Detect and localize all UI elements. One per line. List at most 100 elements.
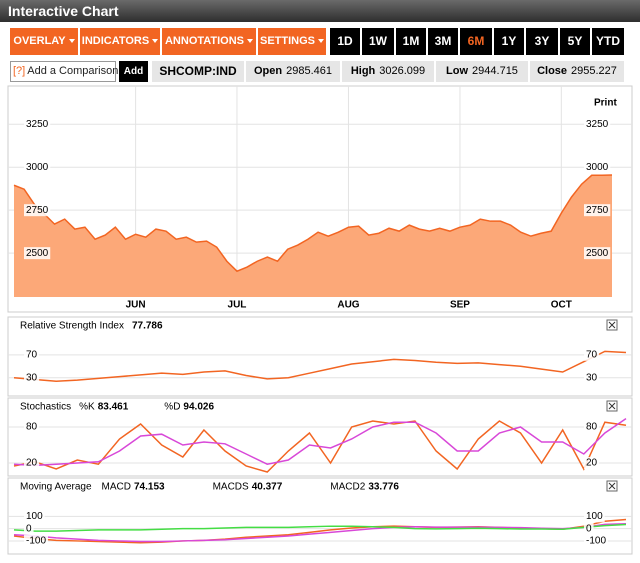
y-tick-label-left: 2750 [26, 205, 49, 216]
legend-name: MACD2 [330, 482, 365, 493]
add-button[interactable]: Add [119, 61, 148, 82]
tick-label-box [584, 522, 594, 535]
quote-label: High [350, 65, 376, 77]
quote-value: 2944.715 [472, 65, 518, 77]
range-button[interactable]: 6M [460, 28, 492, 55]
header-bar: Interactive Chart [0, 0, 640, 22]
tick-label-box [24, 534, 49, 547]
tick-label-box [584, 534, 609, 547]
tick-label-box [584, 371, 600, 384]
range-button[interactable]: 1M [396, 28, 426, 55]
range-button[interactable]: YTD [592, 28, 624, 55]
menu-label: INDICATORS [81, 35, 150, 47]
quote-value: 3026.099 [379, 65, 426, 77]
tick-label-box [584, 161, 611, 174]
range-button[interactable]: 3M [428, 28, 458, 55]
indicator-line [13, 350, 627, 382]
quote-label: Low [446, 65, 469, 77]
y-tick-label-right: 3250 [586, 119, 609, 130]
quote-field: Low 2944.715 [436, 61, 528, 82]
y-tick-label-left: -100 [26, 536, 46, 547]
quote-value: 2985.461 [286, 65, 332, 77]
panel-title: Relative Strength Index [20, 321, 124, 332]
legend-value: 40.377 [252, 482, 283, 493]
menu-button[interactable]: INDICATORS [80, 28, 160, 55]
y-tick-label-left: 3250 [26, 119, 49, 130]
menu-button[interactable]: OVERLAY [10, 28, 78, 55]
tick-label-box [24, 247, 51, 260]
tick-label-box [24, 522, 34, 535]
range-button[interactable]: 1W [362, 28, 394, 55]
quote-field: Close 2955.227 [530, 61, 624, 82]
menu-label: SETTINGS [259, 35, 315, 47]
tick-label-box [24, 457, 40, 469]
price-line [13, 174, 613, 273]
y-tick-label-right: 2750 [586, 205, 609, 216]
y-tick-label-left: 2500 [26, 248, 49, 259]
y-tick-label-left: 3000 [26, 162, 49, 173]
y-tick-label-right: 2500 [586, 248, 609, 259]
panel-frame [7, 316, 633, 397]
tick-label-box [24, 204, 51, 217]
legend-name: %D [164, 402, 180, 413]
quote-label: Close [537, 65, 568, 77]
quote-label: Open [253, 65, 283, 77]
y-tick-label-left: 70 [26, 349, 38, 360]
indicator-line [13, 523, 627, 532]
tick-label-box [24, 118, 51, 131]
comparison-input[interactable]: [?] Add a Comparison [10, 61, 119, 82]
tick-label-box [24, 161, 51, 174]
y-tick-label-right: 70 [586, 349, 598, 360]
x-tick-label: SEP [450, 300, 470, 311]
y-tick-label-right: 3000 [586, 162, 609, 173]
tick-label-box [584, 348, 600, 361]
menu-button[interactable]: SETTINGS [258, 28, 326, 55]
panel-title: Moving Average [20, 482, 92, 493]
print-link[interactable]: Print [594, 98, 617, 109]
indicator-line [13, 420, 627, 473]
tick-label-box [24, 348, 40, 361]
y-tick-label-left: 0 [26, 523, 32, 534]
y-tick-label-right: -100 [586, 536, 606, 547]
caret [247, 39, 254, 44]
legend-name: %K [79, 402, 95, 413]
help-icon: [?] [13, 65, 26, 77]
y-tick-label-right: 30 [586, 372, 598, 383]
range-button[interactable]: 5Y [560, 28, 590, 55]
range-button[interactable]: 1D [330, 28, 360, 55]
quote-field: Open 2985.461 [246, 61, 340, 82]
caret [318, 39, 324, 44]
y-tick-label-right: 80 [586, 422, 598, 433]
y-tick-label-left: 30 [26, 372, 38, 383]
legend-name: MACDS [213, 482, 249, 493]
y-tick-label-left: 80 [26, 422, 38, 433]
y-tick-label-right: 20 [586, 458, 598, 469]
tick-label-box [584, 457, 600, 469]
symbol-box: SHCOMP:IND [152, 61, 244, 82]
legend-value: 77.786 [132, 321, 163, 332]
tick-label-box [584, 118, 611, 131]
legend-value: 94.026 [183, 402, 214, 413]
range-button[interactable]: 1Y [494, 28, 524, 55]
y-tick-label-right: 0 [586, 523, 592, 534]
x-tick-label: JUL [228, 300, 247, 311]
x-tick-label: AUG [337, 300, 359, 311]
tick-label-box [584, 247, 611, 260]
menu-button[interactable]: ANNOTATIONS [162, 28, 256, 55]
menu-label: OVERLAY [13, 35, 66, 47]
y-tick-label-left: 20 [26, 458, 38, 469]
legend-value: 33.776 [368, 482, 399, 493]
panel-title: Stochastics [20, 402, 71, 413]
legend-value: 83.461 [98, 402, 129, 413]
placeholder: Add a Comparison [27, 65, 119, 77]
close-icon [608, 321, 616, 329]
close-icon [608, 482, 616, 490]
range-button[interactable]: 3Y [526, 28, 558, 55]
tick-label-box [584, 510, 605, 523]
caret [68, 39, 75, 44]
tick-label-box [584, 204, 611, 217]
caret [152, 39, 159, 44]
x-tick-label: OCT [551, 300, 572, 311]
x-tick-label: JUN [126, 300, 146, 311]
indicator-line [13, 417, 627, 467]
